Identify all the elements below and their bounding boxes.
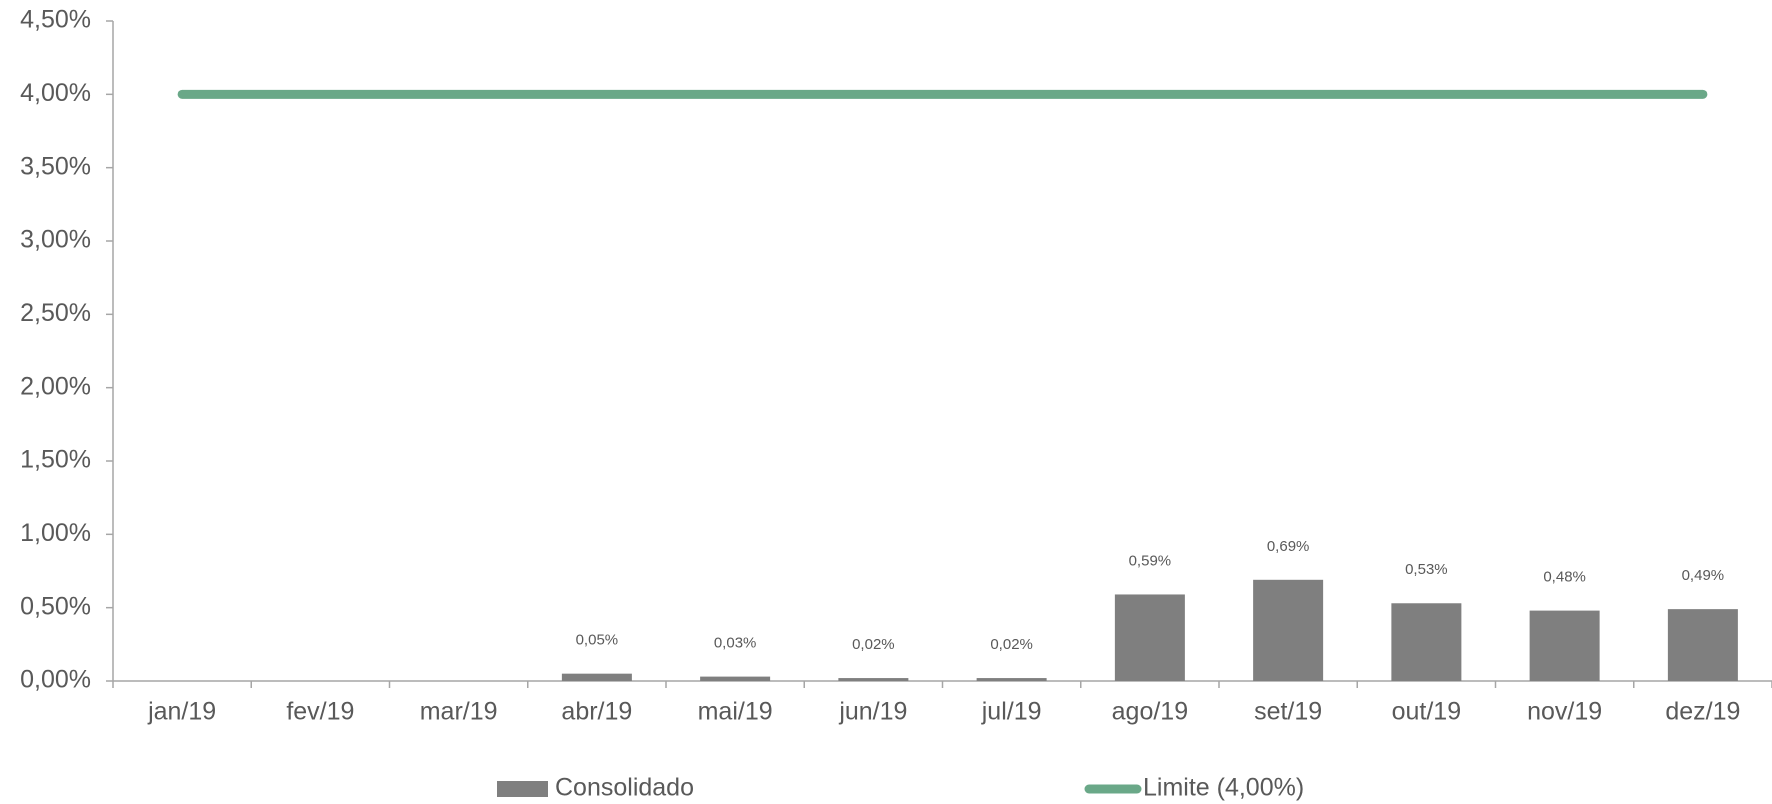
x-tick-label: mai/19 [698,698,773,726]
data-label: 0,03% [714,635,757,652]
y-tick-label: 2,00% [20,372,91,400]
data-label: 0,53% [1405,561,1448,578]
bar [1529,610,1600,681]
legend-swatch [497,781,548,797]
y-tick-label: 3,50% [20,152,91,180]
data-label: 0,48% [1543,569,1586,586]
bar [700,676,771,681]
data-label: 0,02% [852,636,895,653]
x-tick-label: jan/19 [147,698,216,726]
bar [1253,579,1324,681]
bar [976,678,1047,681]
x-tick-label: mar/19 [420,698,498,726]
bar [1667,609,1738,681]
data-label: 0,59% [1129,552,1172,569]
bar [561,673,632,681]
x-tick-label: out/19 [1392,698,1462,726]
x-tick-label: fev/19 [286,698,354,726]
data-label: 0,69% [1267,538,1310,555]
legend-label: Consolidado [555,774,694,802]
bar [1114,594,1185,681]
x-tick-label: ago/19 [1112,698,1188,726]
y-tick-label: 4,50% [20,6,91,34]
bar [838,678,909,681]
y-tick-label: 3,00% [20,226,91,254]
x-tick-label: set/19 [1254,698,1322,726]
x-tick-label: nov/19 [1527,698,1602,726]
y-tick-label: 1,50% [20,446,91,474]
y-tick-label: 1,00% [20,519,91,547]
data-label: 0,05% [576,632,619,649]
y-tick-label: 4,00% [20,79,91,107]
bar [1391,603,1462,681]
y-tick-label: 0,50% [20,592,91,620]
data-label: 0,02% [990,636,1033,653]
x-tick-label: dez/19 [1665,698,1740,726]
x-tick-label: abr/19 [561,698,632,726]
x-tick-label: jun/19 [838,698,907,726]
x-tick-label: jul/19 [981,698,1042,726]
data-label: 0,49% [1682,567,1725,584]
y-tick-label: 2,50% [20,299,91,327]
y-tick-label: 0,00% [20,666,91,694]
legend-label: Limite (4,00%) [1143,774,1304,802]
